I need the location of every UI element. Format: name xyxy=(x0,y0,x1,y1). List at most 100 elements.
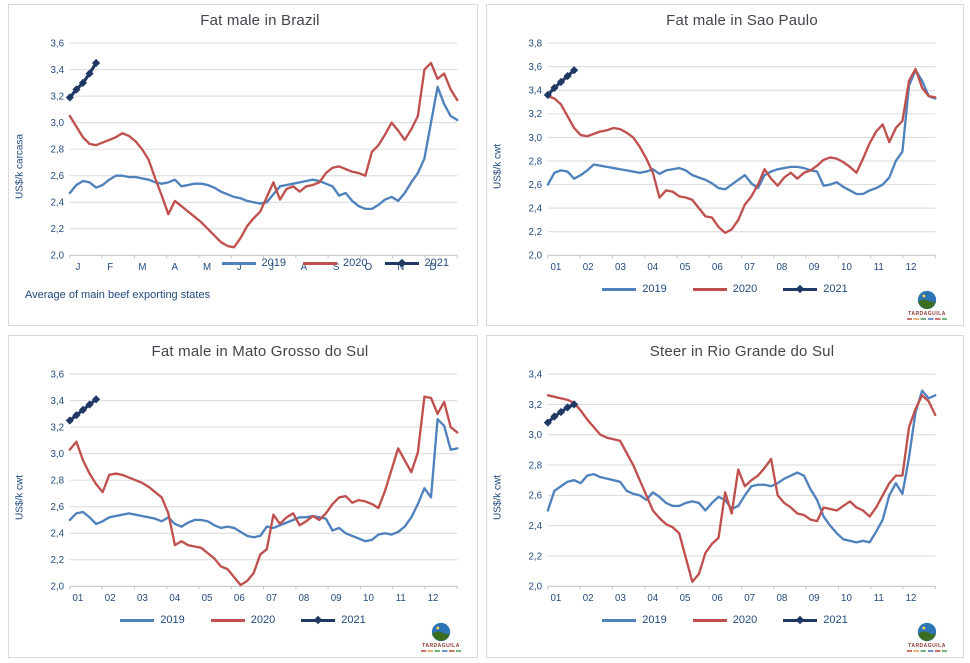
y-tick-label: 3,6 xyxy=(50,369,64,380)
x-tick-label: 08 xyxy=(777,593,788,604)
x-tick-label: A xyxy=(172,262,179,273)
chart-legend: 2019 2020 2021 xyxy=(13,614,473,626)
y-axis-title: US$/k cwt xyxy=(492,474,504,520)
series-marker-2021 xyxy=(570,400,579,409)
y-tick-label: 2,0 xyxy=(50,251,64,262)
legend-label: 2019 xyxy=(261,257,287,269)
series-marker-2021 xyxy=(550,412,559,421)
x-tick-label: S xyxy=(333,262,340,273)
tardaguila-globe-icon xyxy=(431,622,451,642)
y-tick-label: 3,0 xyxy=(528,133,542,144)
legend-item-2019: 2019 xyxy=(602,283,667,295)
y-tick-label: 2,4 xyxy=(528,521,542,532)
y-tick-label: 3,2 xyxy=(528,109,542,120)
x-tick-label: 01 xyxy=(550,593,561,604)
x-tick-label: 07 xyxy=(744,593,755,604)
series-marker-2021 xyxy=(72,85,81,94)
x-tick-label: 09 xyxy=(331,593,342,604)
x-tick-label: N xyxy=(397,262,404,273)
legend-line-diamond-swatch xyxy=(783,615,818,625)
x-tick-label: D xyxy=(430,262,437,273)
y-tick-label: 3,4 xyxy=(528,369,542,380)
x-tick-label: 12 xyxy=(906,593,917,604)
x-tick-label: 02 xyxy=(105,593,116,604)
x-tick-label: 04 xyxy=(647,593,658,604)
x-tick-label: 08 xyxy=(777,262,788,273)
x-tick-label: 06 xyxy=(234,593,245,604)
series-marker-2021 xyxy=(92,395,101,404)
tardaguila-logo-subtext xyxy=(907,318,947,320)
series-line-2020 xyxy=(546,67,937,235)
series-marker-2021 xyxy=(92,58,101,68)
tardaguila-logo-text: TARDAGUILA xyxy=(908,643,946,649)
legend-item-2021: 2021 xyxy=(301,614,366,626)
x-tick-label: 04 xyxy=(169,593,180,604)
chart-legend: 2019 2020 2021 xyxy=(491,283,959,295)
x-tick-label: 10 xyxy=(841,262,852,273)
tardaguila-logo-text: TARDAGUILA xyxy=(908,311,946,317)
legend-line-diamond-swatch xyxy=(301,615,336,625)
y-tick-label: 2,4 xyxy=(50,529,64,540)
y-tick-label: 2,2 xyxy=(528,551,542,562)
legend-line-swatch xyxy=(692,285,727,294)
y-tick-label: 3,4 xyxy=(50,396,64,407)
series-marker-2021 xyxy=(570,66,579,75)
legend-label: 2019 xyxy=(642,614,667,626)
legend-line-swatch xyxy=(303,259,338,268)
legend-line-swatch xyxy=(602,285,637,294)
x-tick-label: 01 xyxy=(550,262,561,273)
legend-line-swatch xyxy=(120,616,155,625)
y-tick-label: 2,2 xyxy=(50,224,64,235)
chart-legend: 2019 2020 2021 xyxy=(221,257,449,269)
chart-title-sao-paulo: Fat male in Sao Paulo xyxy=(666,12,818,29)
y-tick-label: 2,6 xyxy=(528,491,542,502)
y-tick-label: 3,0 xyxy=(50,118,64,129)
chart-panel-mato-grosso: Fat male in Mato Grosso do Sul US$/k cwt… xyxy=(8,335,478,658)
x-tick-label: 12 xyxy=(906,262,917,273)
x-tick-label: 02 xyxy=(583,593,594,604)
x-tick-label: 03 xyxy=(615,262,626,273)
y-tick-label: 3,0 xyxy=(50,449,64,460)
series-line-2019 xyxy=(546,389,937,544)
legend-line-diamond-swatch xyxy=(783,284,818,294)
series-line-2020 xyxy=(68,395,459,587)
y-tick-label: 2,8 xyxy=(50,145,64,156)
y-tick-label: 3,0 xyxy=(528,430,542,441)
legend-item-2019: 2019 xyxy=(221,257,287,269)
series-marker-2021 xyxy=(563,72,572,81)
chart-panel-rio-grande: Steer in Rio Grande do Sul US$/k cwt 2,0… xyxy=(486,335,964,658)
y-axis-title: US$/k cwt xyxy=(14,474,26,520)
chart-legend: 2019 2020 2021 xyxy=(491,614,959,626)
series-marker-2021 xyxy=(556,77,566,87)
x-tick-label: 10 xyxy=(841,593,852,604)
series-marker-2021 xyxy=(72,411,81,420)
legend-item-2020: 2020 xyxy=(692,283,757,295)
legend-label: 2021 xyxy=(823,614,848,626)
x-tick-label: 06 xyxy=(712,593,723,604)
series-line-2020 xyxy=(546,394,937,583)
series-marker-2021 xyxy=(543,418,552,427)
x-tick-label: 05 xyxy=(680,593,691,604)
x-tick-label: J xyxy=(269,262,274,273)
y-tick-label: 2,0 xyxy=(528,251,542,262)
series-line-2019 xyxy=(68,418,459,543)
y-tick-label: 2,2 xyxy=(528,227,542,238)
x-tick-label: 03 xyxy=(137,593,148,604)
series-marker-2021 xyxy=(563,403,572,412)
series-marker-2021 xyxy=(78,405,88,414)
series-line-2019 xyxy=(68,85,459,211)
tardaguila-logo-text: TARDAGUILA xyxy=(422,643,460,649)
y-tick-label: 3,6 xyxy=(528,62,542,73)
series-marker-2021 xyxy=(85,69,94,78)
x-tick-label: 06 xyxy=(712,262,723,273)
chart-area-mato-grosso: US$/k cwt 2,0 2,2 2,4 2,6 2,8 3,0 3,2 3,4 3,6 01 0… xyxy=(13,363,473,611)
line-chart-mato-grosso: 2,0 2,2 2,4 2,6 2,8 3,0 3,2 3,4 3,6 01 02 03 04 05 06 0… xyxy=(50,369,459,604)
series-marker-2021 xyxy=(65,416,74,425)
tardaguila-globe-icon xyxy=(917,622,937,642)
x-tick-label: M xyxy=(138,262,146,273)
x-tick-label: 04 xyxy=(647,262,658,273)
legend-label: 2019 xyxy=(160,614,185,626)
chart-title-mato-grosso: Fat male in Mato Grosso do Sul xyxy=(151,343,369,360)
tardaguila-logo: TARDAGUILA xyxy=(903,290,951,320)
tardaguila-logo-subtext xyxy=(421,650,461,652)
